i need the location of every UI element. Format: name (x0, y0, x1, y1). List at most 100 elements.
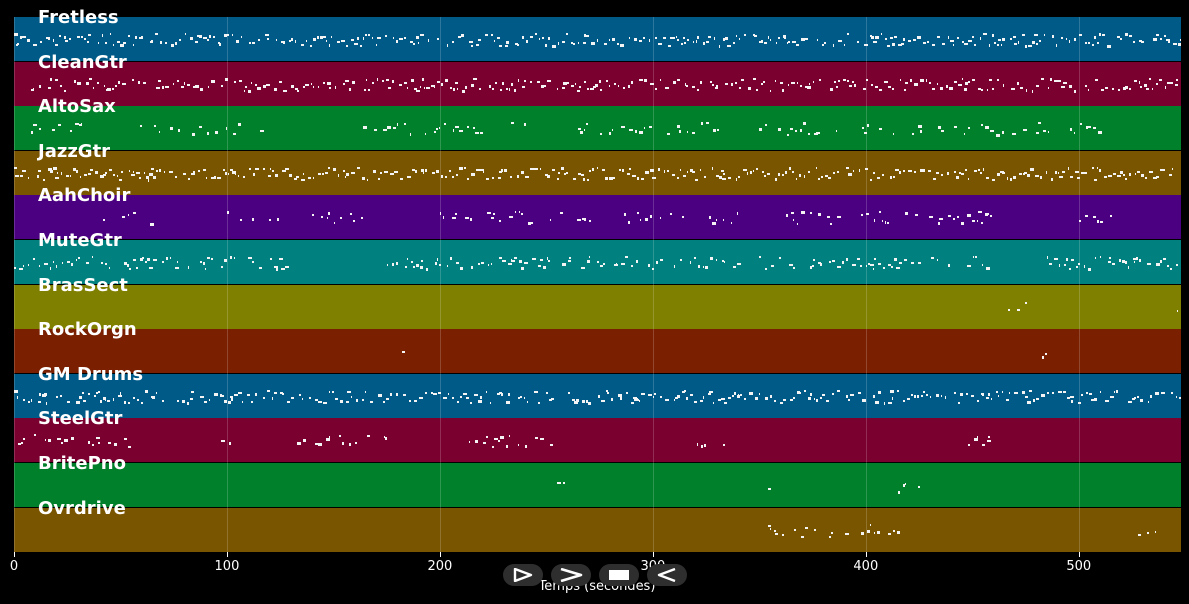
note (186, 401, 189, 405)
track-mutegtr[interactable] (14, 240, 1181, 284)
note (561, 86, 565, 89)
note (334, 85, 337, 89)
note (960, 222, 964, 226)
note (662, 37, 666, 39)
note (1061, 170, 1065, 173)
note (27, 39, 31, 42)
note (873, 531, 876, 534)
note (396, 262, 399, 265)
note (907, 397, 911, 400)
note (119, 44, 124, 47)
play-button[interactable] (503, 564, 543, 586)
note (104, 171, 107, 174)
note (199, 126, 203, 129)
note (826, 216, 831, 219)
note (807, 396, 812, 400)
note (709, 80, 712, 83)
note (378, 393, 383, 397)
note (903, 484, 906, 487)
note (547, 174, 550, 178)
note (694, 178, 698, 181)
note (408, 399, 412, 402)
note (756, 88, 758, 91)
note (93, 394, 96, 397)
note (314, 398, 319, 401)
note (75, 123, 79, 126)
stop-button[interactable] (599, 564, 639, 586)
note (384, 35, 388, 37)
track-altosax[interactable] (14, 106, 1181, 151)
note (1166, 265, 1169, 267)
note (1168, 81, 1173, 84)
track-jazzgtr[interactable] (14, 150, 1181, 195)
note (788, 166, 792, 170)
note (863, 398, 866, 401)
rewind-button[interactable] (647, 564, 687, 586)
note (455, 81, 459, 84)
note (420, 260, 423, 262)
track-ovrdrive[interactable] (14, 507, 1181, 552)
note (521, 267, 525, 270)
note (342, 82, 345, 85)
track-steelgtr[interactable] (14, 418, 1181, 463)
note (1016, 81, 1020, 85)
note (596, 166, 599, 169)
track-gm-drums[interactable] (14, 373, 1181, 418)
note (723, 261, 726, 263)
note (986, 176, 989, 179)
note (644, 78, 647, 82)
track-rockorgn[interactable] (14, 329, 1181, 374)
track-brassect[interactable] (14, 284, 1181, 329)
note (697, 88, 699, 91)
forward-button[interactable] (551, 564, 591, 586)
note (145, 389, 149, 393)
note (327, 212, 331, 216)
note (132, 44, 135, 46)
note (510, 122, 515, 125)
x-tick-label: 100 (214, 559, 240, 574)
note (765, 268, 767, 270)
note (170, 170, 173, 173)
note (1010, 177, 1012, 181)
note (1041, 77, 1044, 80)
note (1077, 401, 1082, 404)
note (1052, 391, 1054, 394)
note (858, 391, 862, 394)
note (740, 393, 742, 396)
note (865, 265, 868, 267)
note (879, 211, 881, 214)
note (847, 79, 849, 82)
note (415, 169, 417, 173)
note (747, 86, 752, 90)
note (778, 172, 780, 176)
note (396, 40, 398, 43)
note (583, 129, 586, 132)
note (792, 170, 795, 173)
track-fretless[interactable] (14, 17, 1181, 61)
note (368, 34, 370, 36)
note (446, 44, 449, 47)
note (382, 79, 385, 82)
note (865, 78, 869, 81)
note (679, 130, 681, 134)
note (97, 442, 100, 445)
track-cleangtr[interactable] (14, 61, 1181, 106)
note (980, 171, 983, 174)
note (50, 77, 52, 81)
note (1164, 85, 1167, 89)
note (477, 263, 480, 265)
piano-roll-plot[interactable] (14, 17, 1181, 552)
note (878, 390, 882, 394)
note (61, 442, 63, 445)
note (386, 397, 389, 400)
note (455, 126, 459, 129)
note (158, 131, 161, 134)
note (818, 262, 821, 264)
track-britepno[interactable] (14, 463, 1181, 507)
note (799, 84, 803, 87)
note (627, 84, 630, 88)
note (517, 444, 520, 447)
fast-forward-icon (560, 568, 583, 582)
track-aahchoir[interactable] (14, 195, 1181, 240)
note (204, 268, 207, 270)
